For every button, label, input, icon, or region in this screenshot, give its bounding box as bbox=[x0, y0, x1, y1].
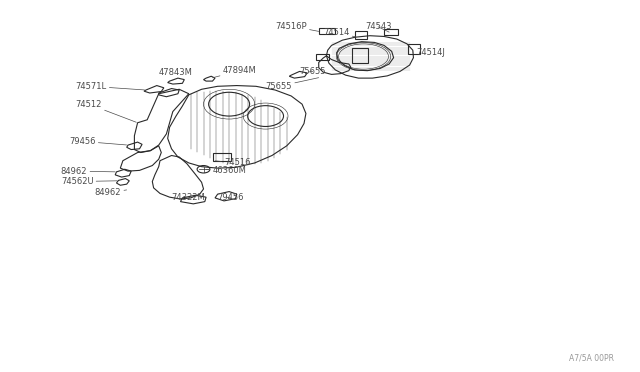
Text: A7/5A 00PR: A7/5A 00PR bbox=[570, 354, 614, 363]
Text: 74516P: 74516P bbox=[275, 22, 319, 31]
Bar bbox=[213, 153, 231, 161]
Text: 84962: 84962 bbox=[95, 188, 127, 197]
Bar bbox=[384, 29, 398, 35]
Text: 46360M: 46360M bbox=[206, 166, 246, 175]
Text: 79456: 79456 bbox=[218, 193, 244, 202]
Text: 47894M: 47894M bbox=[212, 66, 257, 78]
Bar bbox=[355, 31, 367, 39]
Text: 74322M: 74322M bbox=[172, 193, 205, 202]
Bar bbox=[319, 28, 335, 34]
Text: 74512: 74512 bbox=[76, 100, 136, 122]
Text: 74514: 74514 bbox=[323, 28, 356, 37]
Text: 74571L: 74571L bbox=[76, 82, 145, 91]
Text: 75655: 75655 bbox=[300, 67, 326, 76]
Text: 75655: 75655 bbox=[266, 78, 319, 91]
Bar bbox=[408, 44, 420, 54]
Text: 74516: 74516 bbox=[215, 158, 250, 167]
Text: 47843M: 47843M bbox=[159, 68, 193, 80]
Bar bbox=[352, 48, 368, 63]
Text: 74514J: 74514J bbox=[413, 48, 445, 57]
Text: 74543: 74543 bbox=[365, 22, 391, 32]
Text: 84962: 84962 bbox=[61, 167, 115, 176]
Text: 79456: 79456 bbox=[69, 137, 127, 146]
Text: 74562U: 74562U bbox=[61, 177, 117, 186]
Bar bbox=[316, 54, 329, 60]
